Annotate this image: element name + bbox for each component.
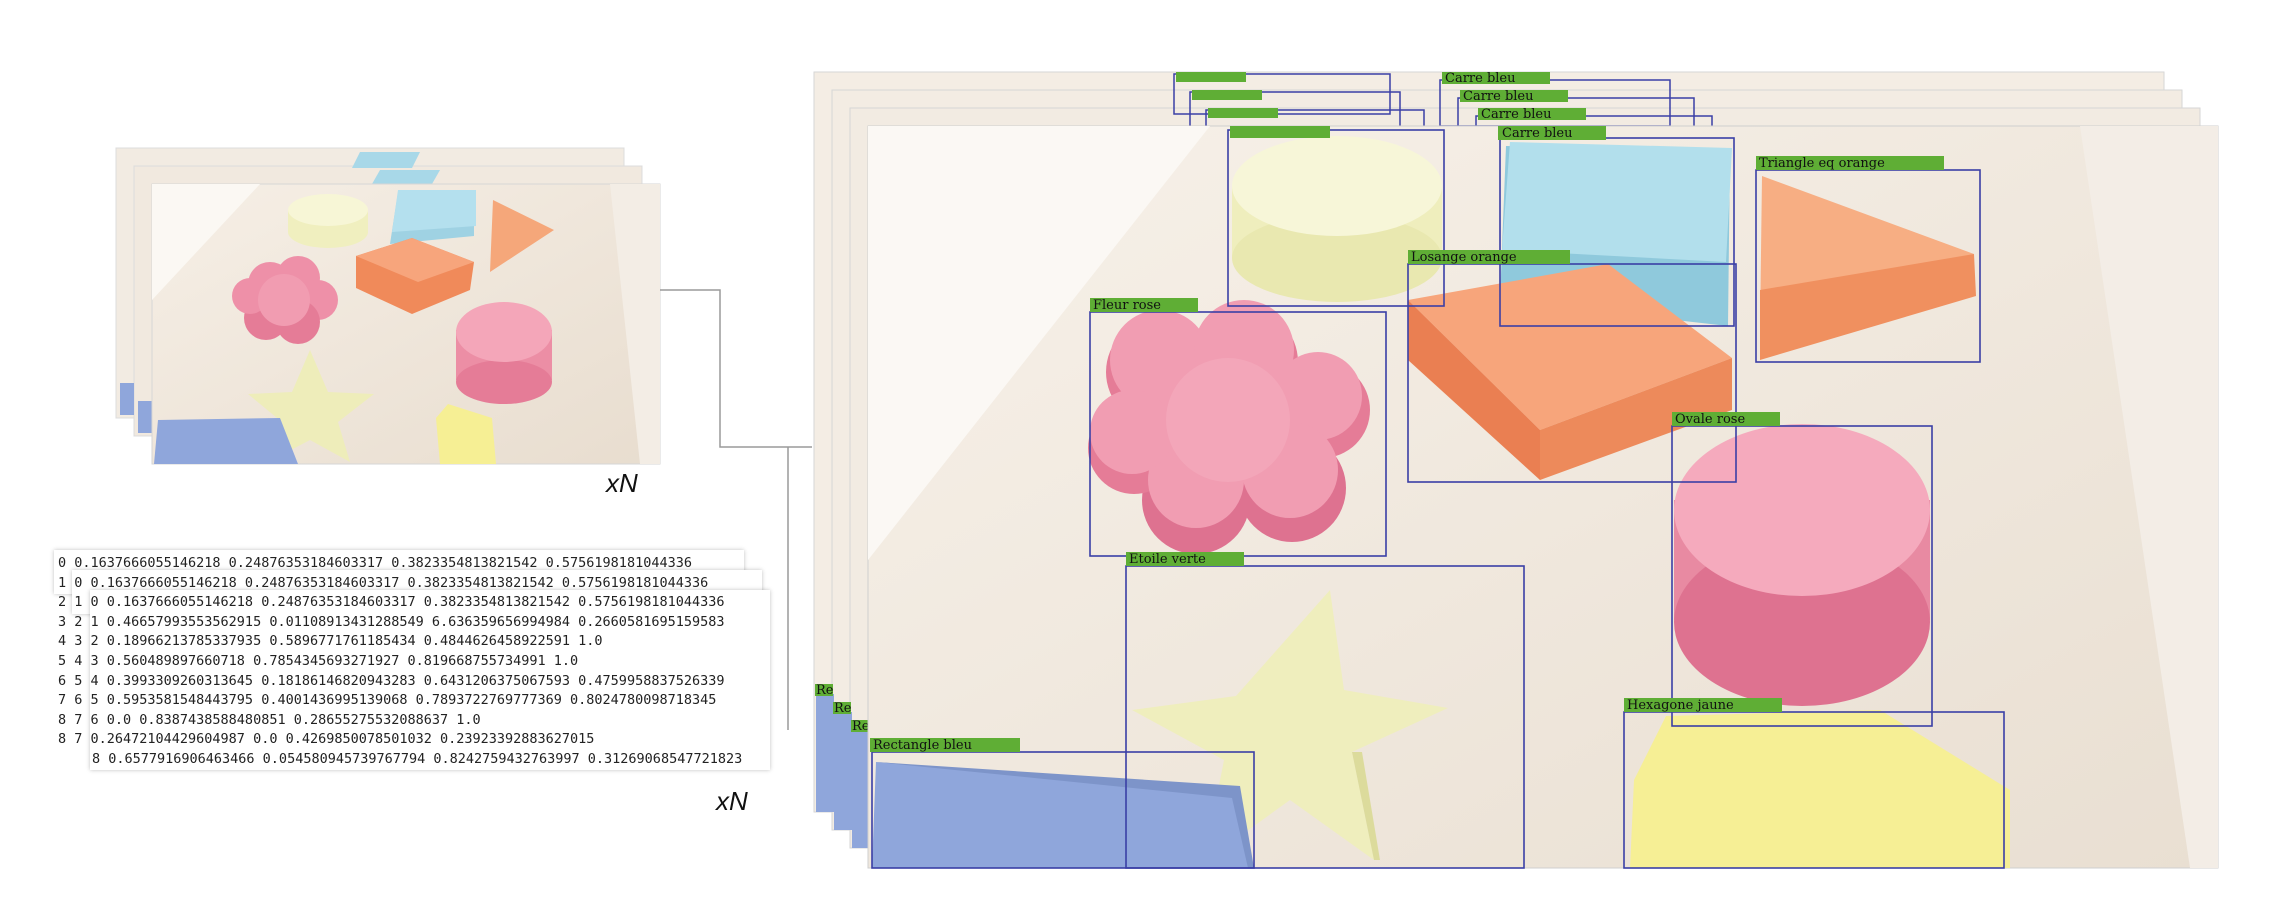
annotation-losange: Losange orange: [1408, 250, 1570, 265]
orange-triangle: [1760, 176, 1976, 360]
raw-pink-oval: [456, 302, 552, 404]
annotation-triangle-text: Triangle eq orange: [1759, 156, 1885, 171]
labels-multiplier-label: xN: [716, 786, 748, 816]
label-line-7: 6 5 4 0.3993309260313645 0.1818614682094…: [58, 673, 725, 689]
annotation-rectangle-text: Rectangle bleu: [873, 738, 972, 753]
bbox-hexagone: [1623, 711, 2005, 869]
label-line-6: 5 4 3 0.560489897660718 0.78543456932719…: [58, 653, 579, 669]
connector-lines: [660, 289, 812, 730]
annotation-etoile: Etoile verte: [1126, 552, 1244, 567]
annotation-triangle: Triangle eq orange: [1756, 156, 1944, 171]
stack-label-2: Carre bleu: [1460, 89, 1568, 104]
pink-flower: [1088, 300, 1370, 554]
label-line-10: 8 7 0.26472104429604987 0.0 0.4269850078…: [58, 731, 595, 747]
yellow-star: [1132, 590, 1448, 862]
yellow-hexagon: [1630, 710, 2010, 868]
bbox-losange: [1407, 263, 1737, 483]
stack-label-1: Carre bleu: [1442, 71, 1550, 86]
annotation-hexagone-text: Hexagone jaune: [1627, 698, 1734, 713]
stack-left-label-1: Re: [815, 683, 834, 698]
annotation-ovale: Ovale rose: [1672, 412, 1780, 427]
bounding-boxes: [871, 129, 2005, 869]
bbox-carre-bleu-disc: [1227, 129, 1445, 307]
raw-pink-flower: [232, 256, 338, 344]
label-line-3: 2 1 0 0.1637666055146218 0.2487635318460…: [58, 594, 725, 610]
raw-image-front: [151, 183, 661, 465]
label-line-8: 7 6 5 0.5953581548443795 0.4001436995139…: [58, 692, 717, 708]
label-line-5: 4 3 2 0.18966213785337935 0.589677176118…: [58, 633, 603, 649]
stack-label-1-text: Carre bleu: [1445, 71, 1516, 86]
label-line-11: 8 0.6577916906463466 0.05458094573976779…: [92, 751, 743, 767]
annotation-carre-bleu-text: Carre bleu: [1502, 126, 1573, 141]
raw-orange-triangle: [490, 200, 554, 272]
image-multiplier-label: xN: [606, 468, 638, 498]
yellow-disc: [1232, 136, 1442, 302]
annotation-losange-text: Losange orange: [1411, 250, 1517, 265]
stack-label-3-text: Carre bleu: [1481, 107, 1552, 122]
annotation-fleur-text: Fleur rose: [1093, 298, 1161, 313]
label-line-4: 3 2 1 0.46657993553562915 0.011089134312…: [58, 614, 725, 630]
annotation-hexagone: Hexagone jaune: [1624, 698, 1782, 713]
pink-oval: [1674, 424, 1930, 706]
stack-left-label-3: Re: [851, 719, 870, 734]
orange-diamond: [1408, 264, 1732, 480]
stack-label-3: Carre bleu: [1478, 107, 1586, 122]
stack-left-label-2: Re: [833, 701, 852, 716]
stack-left-label-1-text: Re: [816, 683, 834, 698]
raw-yellow-disc: [288, 194, 368, 248]
annotation-rectangle: Rectangle bleu: [870, 738, 1020, 753]
label-line-1: 0 0.1637666055146218 0.24876353184603317…: [58, 555, 692, 571]
label-line-2: 1 0 0.1637666055146218 0.248763531846033…: [58, 575, 709, 591]
stack-left-label-3-text: Re: [852, 719, 870, 734]
raw-blue-rectangle: [154, 418, 298, 464]
label-line-9: 8 7 6 0.0 0.8387438588480851 0.286552755…: [58, 712, 481, 728]
annotation-fleur: Fleur rose: [1090, 298, 1198, 313]
annotation-etoile-text: Etoile verte: [1129, 552, 1206, 567]
bbox-ovale: [1671, 425, 1933, 727]
bbox-rectangle: [871, 751, 1255, 869]
annotated-image-front: Carre bleu Triangle eq orange Losange or…: [867, 125, 2219, 869]
bbox-carre-bleu: [1499, 137, 1735, 327]
annotated-image-stack: Carre bleu Carre bleu Carre bleu Re Re R…: [813, 71, 2219, 869]
raw-yellow-pentagon: [436, 404, 496, 464]
label-file-front: [90, 590, 770, 770]
bbox-etoile: [1125, 565, 1525, 869]
annotation-carre-bleu: Carre bleu: [1498, 126, 1606, 141]
stack-label-2-text: Carre bleu: [1463, 89, 1534, 104]
annotation-ovale-text: Ovale rose: [1675, 412, 1745, 427]
raw-image-stack: [115, 147, 661, 465]
blue-rectangle: [872, 762, 1254, 868]
stack-left-label-2-text: Re: [834, 701, 852, 716]
